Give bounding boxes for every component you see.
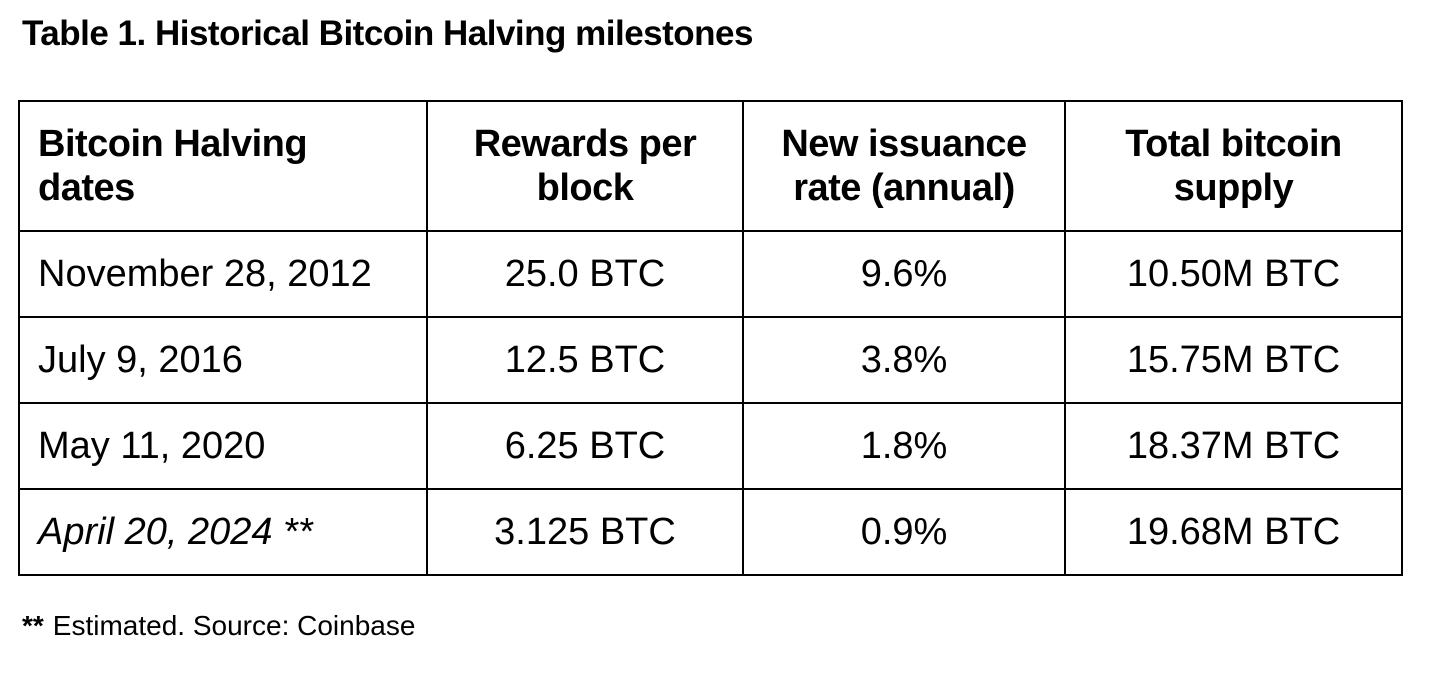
cell-total-supply: 10.50M BTC	[1064, 230, 1403, 318]
cell-halving-date-estimated: April 20, 2024 **	[18, 488, 428, 576]
header-line: block	[536, 167, 634, 209]
table-row-2012: November 28, 2012 25.0 BTC 9.6% 10.50M B…	[18, 230, 1403, 318]
column-header-rewards-per-block: Rewards per block	[426, 100, 744, 232]
cell-issuance-rate: 3.8%	[742, 316, 1066, 404]
cell-halving-date: May 11, 2020	[18, 402, 428, 490]
cell-total-supply: 18.37M BTC	[1064, 402, 1403, 490]
header-line: supply	[1173, 167, 1294, 209]
header-line: New issuance	[781, 123, 1027, 165]
header-row: Bitcoin Halving dates Rewards per block …	[18, 100, 1403, 232]
header-line: rate (annual)	[793, 167, 1015, 209]
bitcoin-halving-table: Bitcoin Halving dates Rewards per block …	[18, 100, 1403, 576]
cell-total-supply: 15.75M BTC	[1064, 316, 1403, 404]
cell-halving-date: November 28, 2012	[18, 230, 428, 318]
cell-halving-date: July 9, 2016	[18, 316, 428, 404]
header-line: dates	[38, 167, 135, 209]
header-line: Total bitcoin	[1125, 123, 1342, 165]
table-row-2024-estimated: April 20, 2024 ** 3.125 BTC 0.9% 19.68M …	[18, 488, 1403, 576]
footnote-text: Estimated. Source: Coinbase	[52, 610, 416, 641]
table-title: Table 1. Historical Bitcoin Halving mile…	[22, 14, 754, 53]
column-header-total-supply: Total bitcoin supply	[1064, 100, 1403, 232]
cell-issuance-rate: 0.9%	[742, 488, 1066, 576]
column-header-new-issuance-rate: New issuance rate (annual)	[742, 100, 1066, 232]
header-line: Rewards per	[473, 123, 697, 165]
column-header-halving-dates: Bitcoin Halving dates	[18, 100, 428, 232]
cell-reward-per-block: 25.0 BTC	[426, 230, 744, 318]
header-line: Bitcoin Halving	[38, 123, 308, 165]
footnote: ** Estimated. Source: Coinbase	[22, 610, 415, 642]
cell-reward-per-block: 6.25 BTC	[426, 402, 744, 490]
table-row-2020: May 11, 2020 6.25 BTC 1.8% 18.37M BTC	[18, 402, 1403, 490]
cell-issuance-rate: 1.8%	[742, 402, 1066, 490]
cell-reward-per-block: 3.125 BTC	[426, 488, 744, 576]
cell-total-supply: 19.68M BTC	[1064, 488, 1403, 576]
cell-issuance-rate: 9.6%	[742, 230, 1066, 318]
footnote-asterisks: **	[22, 610, 44, 641]
table-row-2016: July 9, 2016 12.5 BTC 3.8% 15.75M BTC	[18, 316, 1403, 404]
cell-reward-per-block: 12.5 BTC	[426, 316, 744, 404]
